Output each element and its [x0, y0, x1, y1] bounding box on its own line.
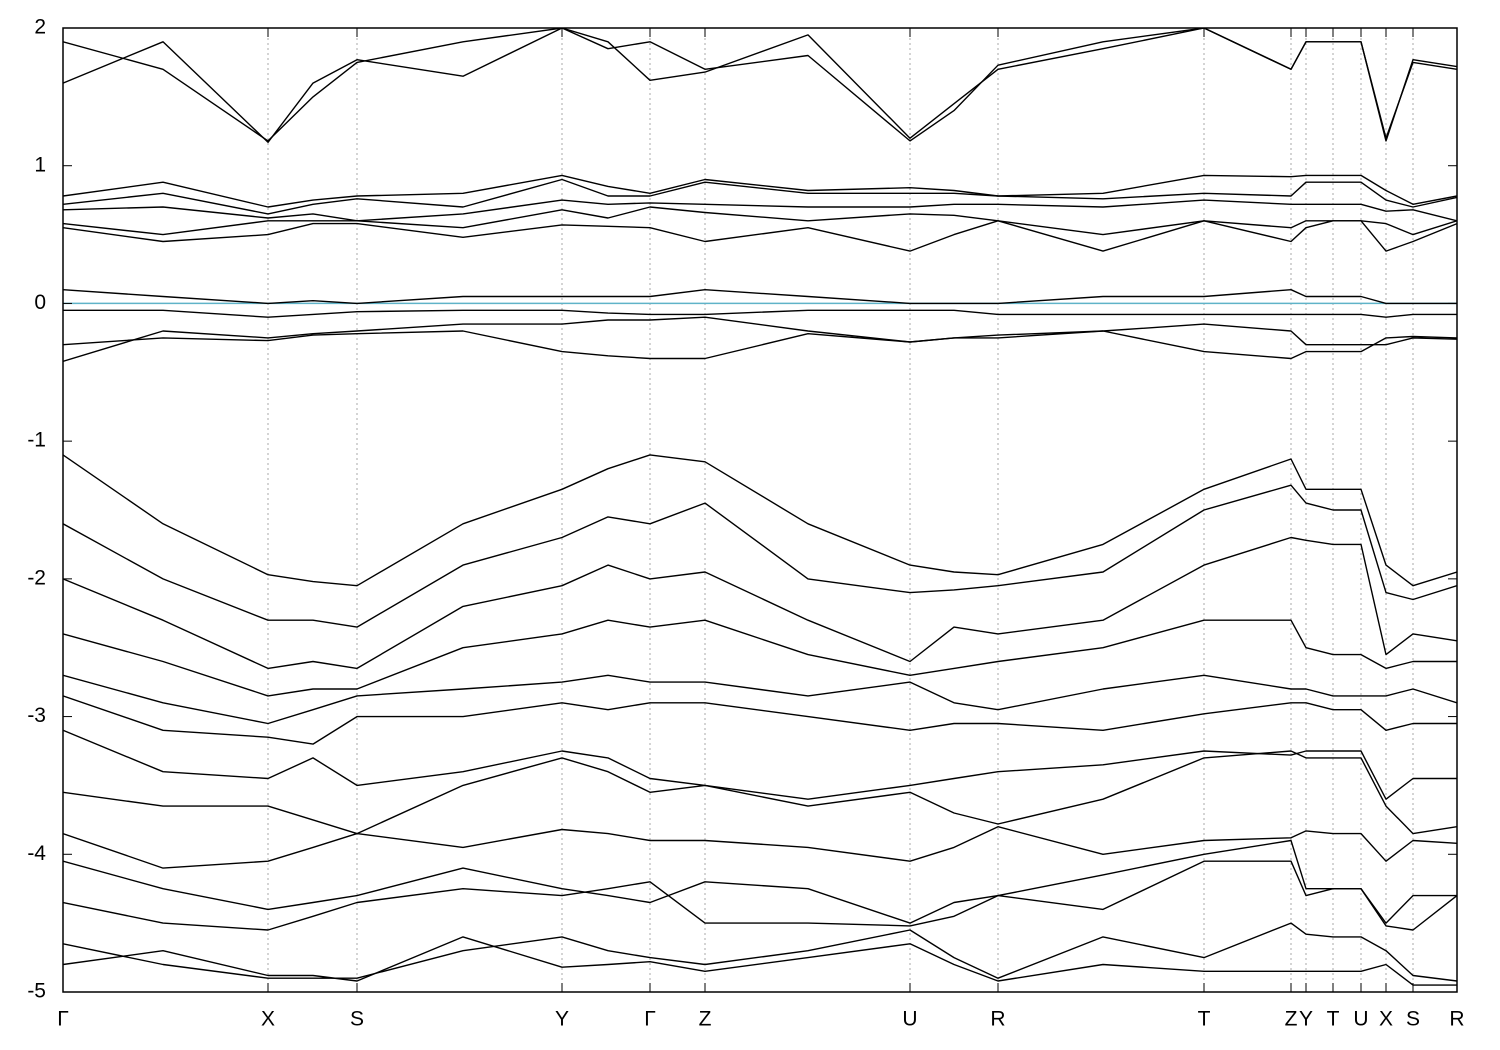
y-tick-label: -3 — [27, 704, 46, 727]
x-tick-label: S — [1406, 1008, 1420, 1031]
x-tick-label: X — [1379, 1008, 1393, 1031]
band-line — [63, 454, 1457, 587]
band-line — [63, 316, 1457, 362]
y-tick-label: -5 — [27, 980, 46, 1003]
band-line — [63, 674, 1457, 725]
band-line — [63, 220, 1457, 252]
band-line — [63, 826, 1457, 869]
band-line — [63, 922, 1457, 982]
plot-frame — [62, 27, 1458, 993]
x-tick-label: U — [902, 1008, 917, 1031]
band-line — [63, 178, 1457, 215]
x-tick-label: S — [350, 1008, 364, 1031]
x-tick-label: Y — [555, 1008, 569, 1031]
band-line — [63, 750, 1457, 835]
x-tick-label: R — [1449, 1008, 1464, 1031]
band-line — [63, 330, 1457, 360]
y-tick-label: 1 — [34, 153, 46, 176]
x-tick-label: U — [1353, 1008, 1368, 1031]
band-line — [63, 839, 1457, 931]
y-tick-label: 2 — [34, 16, 46, 39]
x-tick-label: Γ — [57, 1008, 69, 1031]
band-line — [63, 206, 1457, 236]
band-line — [63, 28, 1457, 142]
y-tick-label: -4 — [27, 842, 46, 865]
x-tick-label: X — [261, 1008, 275, 1031]
axes: 210-1-2-3-4-5Γ X S Y Γ Z U R T Z Y T U X S R — [27, 16, 1464, 1031]
band-line — [63, 695, 1457, 745]
band-line — [63, 729, 1457, 800]
x-tick-label: R — [990, 1008, 1005, 1031]
band-line — [63, 936, 1457, 986]
band-line — [63, 199, 1457, 222]
bands — [63, 28, 1457, 986]
band-line — [63, 536, 1457, 670]
x-tick-label: Y — [1299, 1008, 1313, 1031]
y-tick-label: -2 — [27, 566, 46, 589]
x-tick-label: T — [1198, 1008, 1211, 1031]
x-tick-label: Γ — [644, 1008, 656, 1031]
band-line — [63, 28, 1457, 143]
x-tick-label: T — [1327, 1008, 1340, 1031]
band-line — [63, 289, 1457, 305]
band-line — [63, 484, 1457, 628]
y-tick-label: -1 — [27, 429, 46, 452]
x-tick-label: Z — [699, 1008, 712, 1031]
band-line — [63, 174, 1457, 208]
y-tick-label: 0 — [34, 291, 46, 314]
x-tick-label: Z — [1285, 1008, 1298, 1031]
band-line — [63, 619, 1457, 697]
band-line — [63, 860, 1457, 924]
band-line — [63, 309, 1457, 318]
